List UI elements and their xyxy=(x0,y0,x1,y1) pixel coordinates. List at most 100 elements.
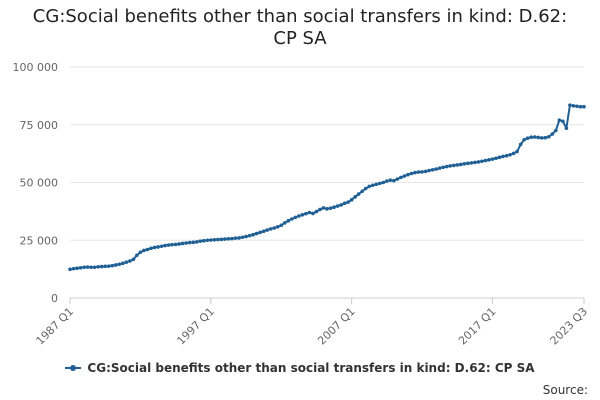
data-point[interactable] xyxy=(251,232,255,237)
data-point[interactable] xyxy=(494,156,498,161)
data-point[interactable] xyxy=(289,217,294,221)
data-point[interactable] xyxy=(455,163,460,167)
data-point[interactable] xyxy=(578,104,583,109)
data-point[interactable] xyxy=(184,241,188,245)
data-point[interactable] xyxy=(300,213,305,217)
data-point[interactable] xyxy=(511,151,516,156)
data-point[interactable] xyxy=(385,179,389,183)
data-point[interactable] xyxy=(539,136,544,140)
data-point[interactable] xyxy=(201,238,206,243)
data-point[interactable] xyxy=(546,134,551,139)
data-point[interactable] xyxy=(353,195,357,199)
data-point[interactable] xyxy=(525,136,530,140)
data-point[interactable] xyxy=(128,259,132,263)
data-point[interactable] xyxy=(515,149,519,154)
data-point[interactable] xyxy=(335,204,340,208)
data-point[interactable] xyxy=(462,161,467,166)
data-point[interactable] xyxy=(209,238,213,242)
data-point[interactable] xyxy=(78,265,83,270)
data-point[interactable] xyxy=(145,247,150,252)
data-point[interactable] xyxy=(237,236,241,240)
data-point[interactable] xyxy=(427,168,431,173)
data-point[interactable] xyxy=(117,262,122,267)
data-point[interactable] xyxy=(297,214,301,218)
data-point[interactable] xyxy=(99,264,104,269)
data-point[interactable] xyxy=(473,160,477,165)
data-point[interactable] xyxy=(258,230,262,235)
data-point[interactable] xyxy=(219,237,224,242)
data-point[interactable] xyxy=(89,265,93,270)
data-point[interactable] xyxy=(152,245,157,250)
data-point[interactable] xyxy=(275,225,280,229)
data-point[interactable] xyxy=(272,226,276,230)
data-point[interactable] xyxy=(466,161,470,166)
data-point[interactable] xyxy=(420,170,424,174)
data-point[interactable] xyxy=(367,184,372,189)
series-line[interactable] xyxy=(69,104,584,271)
data-point[interactable] xyxy=(121,261,125,266)
data-point[interactable] xyxy=(286,219,291,223)
data-point[interactable] xyxy=(487,158,491,162)
data-point[interactable] xyxy=(501,154,505,159)
data-point[interactable] xyxy=(522,137,526,142)
data-point[interactable] xyxy=(543,135,548,140)
data-point[interactable] xyxy=(170,242,174,247)
data-point[interactable] xyxy=(381,180,386,185)
data-point[interactable] xyxy=(240,235,245,240)
data-point[interactable] xyxy=(402,174,407,178)
data-point[interactable] xyxy=(444,164,449,169)
data-point[interactable] xyxy=(504,153,509,158)
data-point[interactable] xyxy=(71,266,76,271)
data-point[interactable] xyxy=(282,221,287,225)
data-point[interactable] xyxy=(497,155,502,160)
data-point[interactable] xyxy=(226,237,231,241)
data-point[interactable] xyxy=(212,237,217,242)
data-point[interactable] xyxy=(194,240,199,244)
data-point[interactable] xyxy=(304,211,308,216)
data-point[interactable] xyxy=(328,206,333,210)
data-point[interactable] xyxy=(247,233,252,238)
data-point[interactable] xyxy=(244,234,248,239)
data-point[interactable] xyxy=(536,135,541,140)
data-point[interactable] xyxy=(518,142,523,147)
data-point[interactable] xyxy=(307,210,312,215)
data-point[interactable] xyxy=(311,211,315,216)
data-point[interactable] xyxy=(363,186,368,191)
data-point[interactable] xyxy=(370,183,375,188)
data-point[interactable] xyxy=(378,181,382,186)
data-point[interactable] xyxy=(374,182,379,187)
data-point[interactable] xyxy=(321,206,326,210)
data-point[interactable] xyxy=(392,178,396,183)
data-point[interactable] xyxy=(85,265,90,269)
data-point[interactable] xyxy=(532,135,537,139)
data-point[interactable] xyxy=(166,243,171,247)
data-point[interactable] xyxy=(423,169,428,174)
data-point[interactable] xyxy=(356,192,361,196)
data-point[interactable] xyxy=(342,201,347,206)
data-point[interactable] xyxy=(223,237,227,241)
data-point[interactable] xyxy=(198,239,203,243)
data-point[interactable] xyxy=(314,209,319,214)
data-point[interactable] xyxy=(529,135,533,140)
data-point[interactable] xyxy=(159,244,164,249)
data-point[interactable] xyxy=(205,238,210,243)
data-point[interactable] xyxy=(575,104,579,109)
data-point[interactable] xyxy=(448,164,453,168)
data-point[interactable] xyxy=(483,158,488,163)
data-point[interactable] xyxy=(261,229,266,234)
data-point[interactable] xyxy=(582,104,586,109)
data-point[interactable] xyxy=(124,260,129,264)
data-point[interactable] xyxy=(92,265,97,270)
data-point[interactable] xyxy=(550,132,555,136)
data-point[interactable] xyxy=(103,264,108,269)
data-point[interactable] xyxy=(339,203,343,207)
data-point[interactable] xyxy=(149,246,153,251)
data-point[interactable] xyxy=(325,207,329,211)
legend[interactable]: CG:Social benefits other than social tra… xyxy=(0,361,600,376)
data-point[interactable] xyxy=(216,237,220,242)
data-point[interactable] xyxy=(434,167,438,171)
data-point[interactable] xyxy=(173,242,178,247)
data-point[interactable] xyxy=(349,198,354,202)
data-point[interactable] xyxy=(561,119,565,124)
data-point[interactable] xyxy=(437,166,442,170)
